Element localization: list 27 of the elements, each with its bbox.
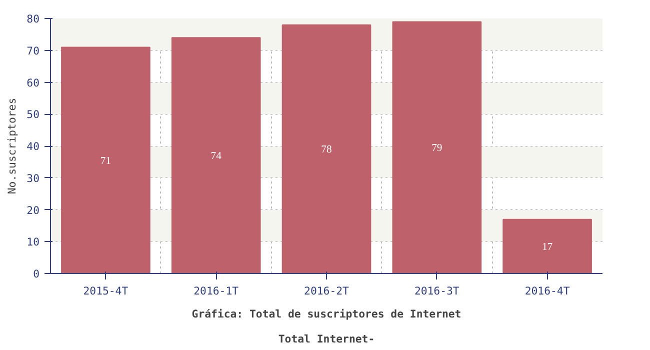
x-tick-label: 2016-4T [524,284,570,298]
text: Total Internet- [278,332,375,346]
x-tick-label: 2016-2T [304,284,350,298]
x-tick-label: 2016-1T [194,284,240,298]
bar [392,21,482,274]
y-tick-label: 30 [26,172,40,185]
data-label: 74 [210,151,222,162]
y-tick-label: 10 [26,236,40,249]
data-label: 78 [321,144,332,156]
y-tick-label: 80 [26,12,40,26]
bar [61,46,150,274]
bar [502,218,592,274]
y-tick-label: 60 [26,76,40,90]
data-label: 79 [432,143,442,154]
data-label: 17 [542,242,554,253]
bar [171,37,261,274]
x-tick-label: 2015-4T [83,284,129,298]
y-tick-label: 50 [26,108,40,122]
y-tick-label: 40 [26,140,40,153]
y-tick-label: 0 [33,268,40,280]
y-axis-title: No.suscriptores [6,98,19,194]
y-tick-label: 20 [26,204,40,217]
data-label: 71 [100,156,112,167]
text: Gráfica: Total de suscriptores de Internet [192,308,462,320]
y-tick-label: 70 [26,44,40,58]
x-tick-label: 2016-3T [414,284,460,298]
bar [282,24,372,274]
